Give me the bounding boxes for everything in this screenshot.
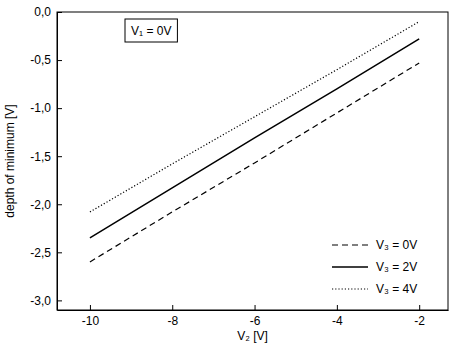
annotation-box [125, 19, 177, 42]
y-axis-title: depth of minimum [V] [3, 104, 17, 217]
tick-mark [57, 252, 62, 253]
legend-swatch [332, 266, 368, 268]
y-tick: -1,5 [30, 150, 62, 164]
annotation: V₁ = 0V [125, 19, 177, 42]
x-tick: -10 [82, 305, 100, 328]
series-line [90, 39, 419, 238]
tick-mark [255, 305, 256, 310]
legend-swatch [332, 288, 368, 289]
tick-label: -4 [332, 314, 343, 328]
series-line [90, 22, 419, 212]
tick-label: -3,0 [30, 294, 51, 308]
x-axis-title: V₂ [V] [237, 329, 268, 343]
tick-label: -8 [167, 314, 178, 328]
tick-label: -2,0 [30, 198, 51, 212]
legend-label: V₃ = 4V [376, 282, 417, 296]
legend-swatch [332, 244, 368, 245]
tick-label: -1,5 [30, 150, 51, 164]
y-tick: -2,5 [30, 246, 62, 260]
legend-item: V₃ = 4V [332, 282, 417, 296]
legend-item: V₃ = 2V [332, 260, 417, 274]
legend: V₃ = 0V V₃ = 2V V₃ = 4V [332, 238, 417, 296]
x-tick: -4 [332, 305, 343, 328]
tick-mark [57, 156, 62, 157]
tick-mark [57, 300, 62, 301]
tick-mark [57, 108, 62, 109]
y-axis: -3,0 -2,5 -2,0 -1,5 -1,0 -0,5 0,0 [30, 5, 62, 310]
plot-frame [57, 12, 448, 310]
y-tick: -0,5 [30, 53, 62, 67]
y-tick: -1,0 [30, 101, 62, 115]
tick-label: 0,0 [34, 5, 51, 19]
tick-label: -6 [250, 314, 261, 328]
tick-mark [172, 305, 173, 310]
legend-item: V₃ = 0V [332, 238, 417, 252]
annotation-text: V₁ = 0V [131, 24, 171, 38]
x-tick: -8 [167, 305, 178, 328]
tick-label: -0,5 [30, 53, 51, 67]
tick-mark [337, 305, 338, 310]
chart: -10 -8 -6 -4 -2 -3,0 -2,5 -2,0 -1,5 -1,0 -0,5 0,0 V₁… [0, 0, 454, 344]
y-tick: 0,0 [34, 5, 62, 19]
tick-label: -1,0 [30, 101, 51, 115]
tick-mark [57, 204, 62, 205]
tick-label: -2,5 [30, 246, 51, 260]
legend-label: V₃ = 0V [376, 238, 417, 252]
legend-label: V₃ = 2V [376, 260, 417, 274]
y-tick: -3,0 [30, 294, 62, 308]
series-line [90, 63, 419, 262]
x-tick: -6 [250, 305, 261, 328]
lines [90, 22, 419, 262]
tick-label: -2 [414, 314, 425, 328]
plot: -10 -8 -6 -4 -2 -3,0 -2,5 -2,0 -1,5 -1,0 -0,5 0,0 V₁… [30, 5, 448, 327]
y-tick: -2,0 [30, 198, 62, 212]
axis-line [57, 13, 58, 311]
x-tick: -2 [414, 305, 425, 328]
tick-mark [57, 12, 62, 13]
tick-mark [90, 305, 91, 310]
tick-mark [419, 305, 420, 310]
tick-label: -10 [82, 314, 100, 328]
axis-line [58, 310, 449, 311]
tick-mark [57, 60, 62, 61]
x-axis: -10 -8 -6 -4 -2 [58, 305, 449, 328]
